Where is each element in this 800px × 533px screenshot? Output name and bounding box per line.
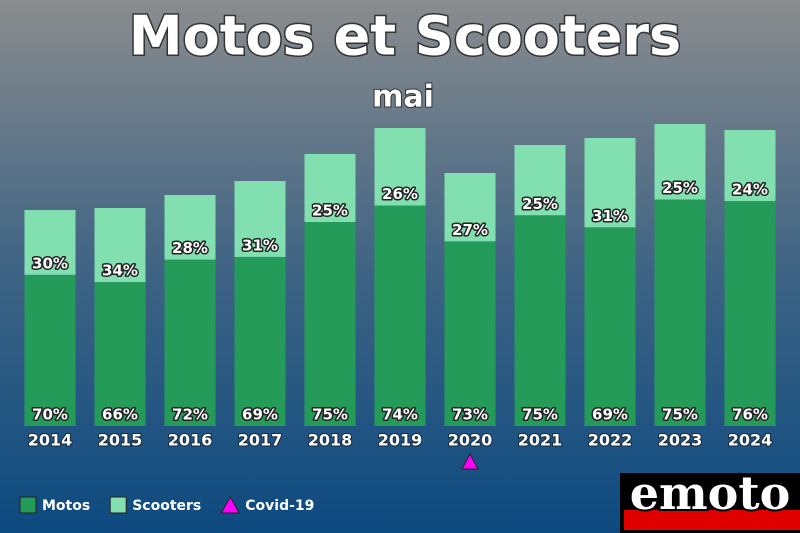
chart-subtitle: mai [372, 80, 434, 115]
value-label: 31% [592, 207, 628, 225]
value-label: 28% [172, 239, 208, 257]
bar-segment [94, 282, 146, 426]
value-label: 66% [102, 406, 138, 424]
x-tick-label: 2023 [658, 431, 703, 450]
bar-segment [584, 227, 636, 426]
value-label: 73% [452, 406, 488, 424]
covid-marker [461, 452, 479, 470]
legend-swatch [109, 496, 127, 514]
chart-title: Motos et Scooters [129, 5, 681, 68]
value-label: 27% [452, 221, 488, 239]
value-label: 31% [242, 236, 278, 254]
x-tick-label: 2017 [238, 431, 283, 450]
legend-swatch [19, 496, 37, 514]
bar-segment [234, 256, 286, 426]
bar-segment [584, 138, 636, 228]
value-label: 25% [312, 202, 348, 220]
bar-segment [24, 274, 76, 426]
logo: emoto [620, 464, 800, 533]
bar-segment [444, 173, 496, 242]
value-label: 25% [662, 179, 698, 197]
x-tick-label: 2021 [518, 431, 563, 450]
bar-segment [514, 215, 566, 426]
value-label: 69% [242, 406, 278, 424]
value-label: 74% [382, 406, 418, 424]
bar-segment [164, 259, 216, 426]
x-tick-label: 2016 [168, 431, 213, 450]
value-label: 70% [32, 406, 68, 424]
logo-band [624, 510, 800, 530]
bar-segment [304, 154, 356, 222]
x-tick-label: 2024 [728, 431, 773, 450]
bar-segment [654, 124, 706, 200]
logo-text: emoto [630, 466, 791, 520]
bar-segment [654, 199, 706, 426]
bar-segment [374, 205, 426, 426]
x-tick-label: 2015 [98, 431, 143, 450]
bar-segment [234, 181, 286, 257]
x-tick-label: 2018 [308, 431, 353, 450]
bar-segment [94, 208, 146, 283]
bar-segment [724, 130, 776, 202]
value-label: 26% [382, 185, 418, 203]
bar-segment [24, 210, 76, 275]
x-tick-label: 2014 [28, 431, 73, 450]
value-label: 75% [662, 406, 698, 424]
value-label: 34% [102, 262, 138, 280]
bar-segment [444, 241, 496, 426]
x-tick-label: 2019 [378, 431, 423, 450]
value-label: 69% [592, 406, 628, 424]
bar-segment [724, 201, 776, 426]
x-tick-label: 2022 [588, 431, 633, 450]
bar-segment [164, 195, 216, 260]
value-label: 75% [312, 406, 348, 424]
value-label: 72% [172, 406, 208, 424]
legend-label: Scooters [132, 498, 201, 514]
value-label: 24% [732, 181, 768, 199]
bar-segment [304, 222, 356, 426]
x-tick-label: 2020 [448, 431, 493, 450]
value-label: 76% [732, 406, 768, 424]
bar-segment [514, 145, 566, 216]
bar-segment [374, 128, 426, 206]
legend-label: Covid-19 [245, 498, 314, 514]
legend-label: Motos [42, 498, 90, 514]
value-label: 75% [522, 406, 558, 424]
value-label: 25% [522, 195, 558, 213]
legend-marker [220, 495, 241, 514]
value-label: 30% [32, 254, 68, 272]
